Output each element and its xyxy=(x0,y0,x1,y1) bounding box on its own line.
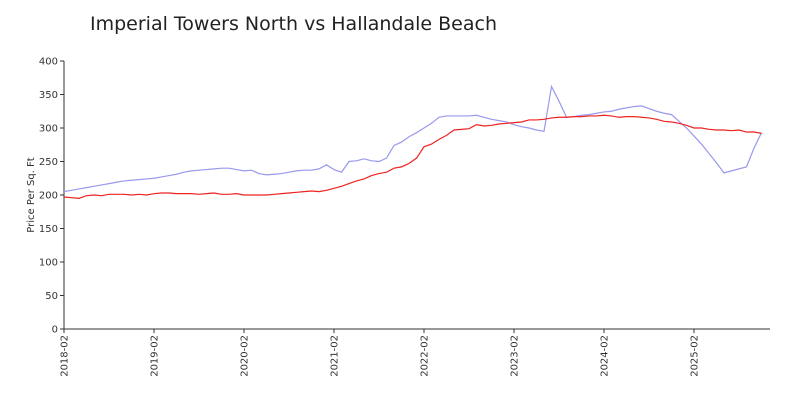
series-line xyxy=(63,114,762,199)
series-line xyxy=(63,84,763,193)
chart-title: Imperial Towers North vs Hallandale Beac… xyxy=(90,13,497,35)
x-tick-label: 2018-02 xyxy=(60,335,71,377)
y-tick-label: 100 xyxy=(39,258,58,269)
y-tick-label: 0 xyxy=(52,325,58,336)
y-tick-label: 250 xyxy=(39,157,58,168)
y-tick-label: 400 xyxy=(39,57,58,68)
y-tick-label: 200 xyxy=(39,191,58,202)
x-tick-label: 2022-02 xyxy=(420,335,431,377)
x-tick-label: 2020-02 xyxy=(240,335,251,377)
x-tick-label: 2019-02 xyxy=(150,335,161,377)
x-tick-label: 2024-02 xyxy=(600,335,611,377)
y-tick-label: 150 xyxy=(39,224,58,235)
x-tick-label: 2023-02 xyxy=(510,335,521,377)
y-tick-label: 350 xyxy=(39,90,58,101)
y-tick-label: 300 xyxy=(39,124,58,135)
y-tick-label: 50 xyxy=(45,291,58,302)
x-tick-label: 2025-02 xyxy=(690,335,701,377)
y-axis-label: Price Per Sq. Ft xyxy=(26,157,37,232)
x-tick-label: 2021-02 xyxy=(330,335,341,377)
